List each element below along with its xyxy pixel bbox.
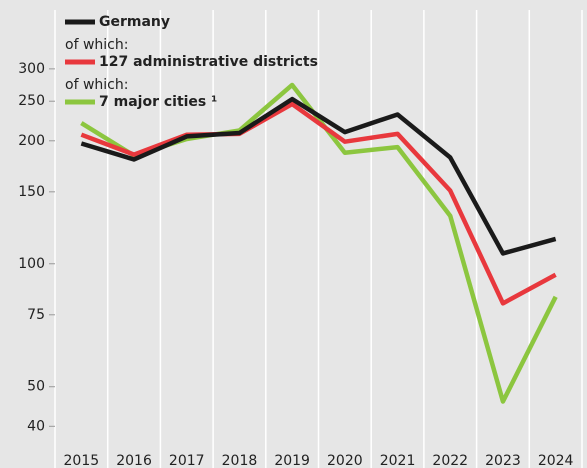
x-tick-label: 2019 — [274, 453, 310, 468]
x-tick-label: 2017 — [169, 453, 205, 468]
y-tick-label: 75 — [27, 307, 45, 323]
legend-note: of which: — [65, 37, 128, 53]
x-tick-label: 2023 — [485, 453, 521, 468]
series-line — [80, 96, 557, 256]
legend-label: 127 administrative districts — [99, 54, 318, 70]
legend-label: 7 major cities ¹ — [99, 94, 217, 110]
x-tick-label: 2024 — [538, 453, 574, 468]
x-tick-label: 2016 — [116, 453, 152, 468]
x-tick-label: 2018 — [222, 453, 258, 468]
y-tick-label: 200 — [18, 133, 45, 149]
x-tick-label: 2020 — [327, 453, 363, 468]
x-tick-label: 2015 — [64, 453, 100, 468]
y-tick-label: 300 — [18, 61, 45, 77]
y-tick-label: 50 — [27, 379, 45, 395]
y-tick-label: 150 — [18, 184, 45, 200]
legend-label: Germany — [99, 14, 170, 30]
y-tick-label: 40 — [27, 418, 45, 434]
y-tick-label: 250 — [18, 93, 45, 109]
y-tick-label: 100 — [18, 256, 45, 272]
x-tick-label: 2022 — [432, 453, 468, 468]
legend-note: of which: — [65, 77, 128, 93]
x-tick-label: 2021 — [380, 453, 416, 468]
series-line — [80, 101, 557, 306]
